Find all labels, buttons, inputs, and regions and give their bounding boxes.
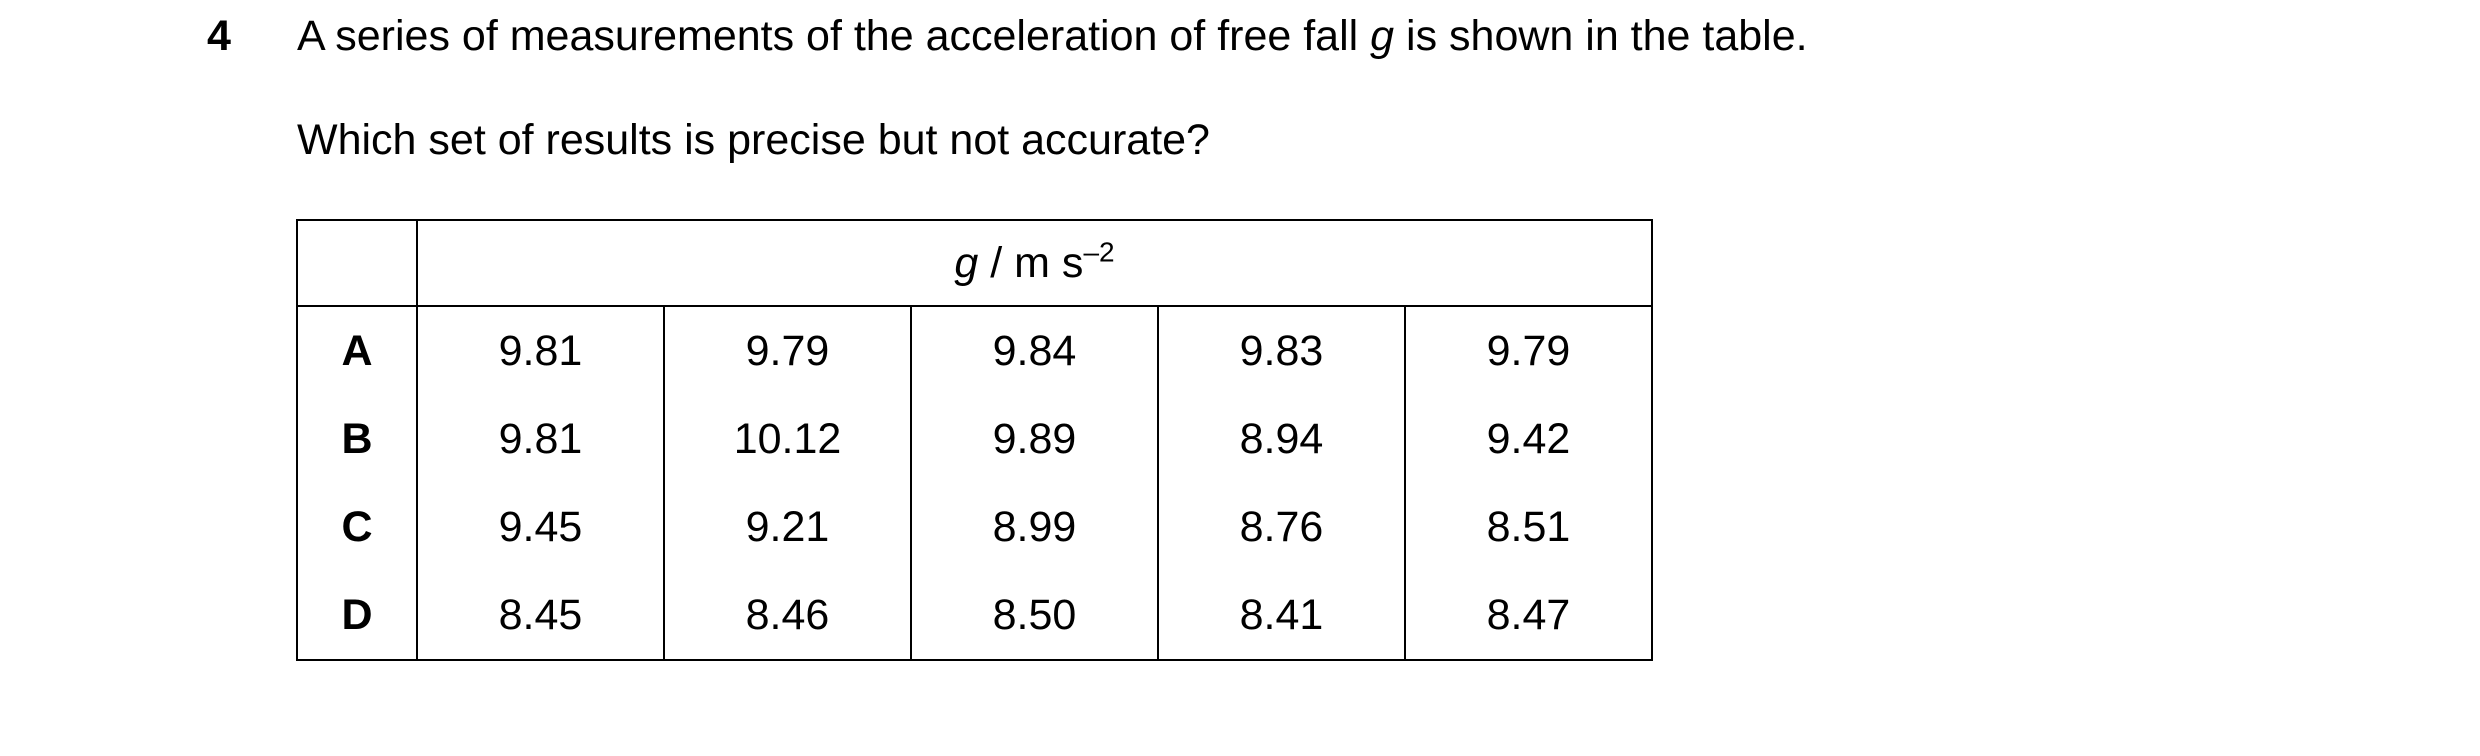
table-cell: 9.81 — [416, 305, 665, 395]
results-table: g / m s–2 A 9.81 9.79 9.84 9.83 9.79 B 9… — [296, 219, 1653, 661]
unit-exponent: –2 — [1083, 236, 1115, 268]
table-row: D 8.45 8.46 8.50 8.41 8.47 — [296, 571, 1653, 661]
row-label: A — [296, 305, 418, 395]
table-row: B 9.81 10.12 9.89 8.94 9.42 — [296, 395, 1653, 483]
table-cell: 9.79 — [1404, 305, 1653, 395]
table-cell: 8.76 — [1157, 483, 1406, 571]
row-label: D — [296, 571, 418, 661]
header-empty-cell — [296, 219, 418, 307]
table-cell: 8.45 — [416, 571, 665, 661]
question-stem-symbol: g — [1370, 12, 1395, 60]
table-cell: 8.99 — [910, 483, 1159, 571]
table-cell: 9.21 — [663, 483, 912, 571]
unit-label: g / m s–2 — [954, 236, 1115, 287]
table-cell: 8.51 — [1404, 483, 1653, 571]
table-header-row: g / m s–2 — [296, 219, 1653, 307]
unit-symbol: g — [954, 238, 979, 287]
table-cell: 9.79 — [663, 305, 912, 395]
question-stem: A series of measurements of the accelera… — [297, 8, 1808, 64]
table-cell: 9.81 — [416, 395, 665, 483]
table-cell: 8.94 — [1157, 395, 1406, 483]
table-cell: 8.50 — [910, 571, 1159, 661]
table-cell: 8.41 — [1157, 571, 1406, 661]
question-stem-prefix: A series of measurements of the accelera… — [297, 12, 1371, 60]
table-cell: 9.84 — [910, 305, 1159, 395]
row-label: C — [296, 483, 418, 571]
table-cell: 9.83 — [1157, 305, 1406, 395]
question-number: 4 — [207, 12, 231, 60]
table-cell: 9.89 — [910, 395, 1159, 483]
table-row: C 9.45 9.21 8.99 8.76 8.51 — [296, 483, 1653, 571]
table-row: A 9.81 9.79 9.84 9.83 9.79 — [296, 305, 1653, 395]
table-cell: 8.47 — [1404, 571, 1653, 661]
row-label: B — [296, 395, 418, 483]
header-unit-cell: g / m s–2 — [416, 219, 1653, 307]
table-cell: 8.46 — [663, 571, 912, 661]
table-cell: 10.12 — [663, 395, 912, 483]
question-stem-suffix: is shown in the table. — [1394, 12, 1808, 60]
question-prompt: Which set of results is precise but not … — [297, 116, 1210, 164]
table-cell: 9.45 — [416, 483, 665, 571]
unit-text: / m s — [978, 238, 1084, 287]
table-cell: 9.42 — [1404, 395, 1653, 483]
